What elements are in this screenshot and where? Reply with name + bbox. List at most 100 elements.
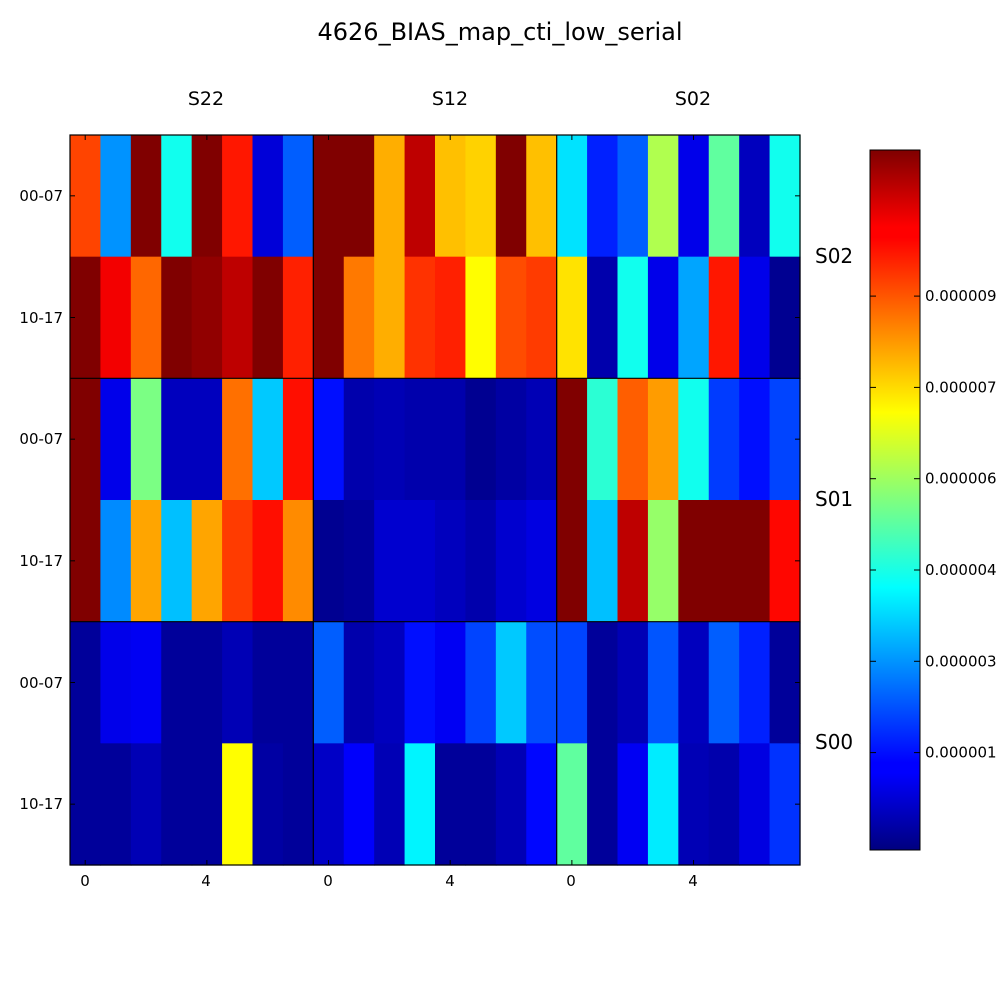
heatmap-cell	[343, 621, 375, 744]
panel-frames	[69, 134, 801, 866]
heatmap-cell	[465, 256, 497, 379]
heatmap-cell	[100, 621, 132, 744]
heatmap-cell	[100, 500, 132, 623]
heatmap-cell	[222, 500, 254, 623]
heatmap-cell	[191, 256, 223, 379]
heatmap-cell	[191, 500, 223, 623]
heatmap-cell	[739, 378, 771, 501]
heatmap-cell	[435, 500, 467, 623]
heatmap-cell	[617, 500, 649, 623]
heatmap-cell	[526, 378, 558, 501]
heatmap-cell	[100, 743, 132, 866]
heatmap-cell	[556, 500, 588, 623]
heatmap-cell	[252, 500, 284, 623]
heatmap-cell	[252, 256, 284, 379]
heatmap-cell	[495, 378, 527, 501]
heatmap-cell	[130, 378, 162, 501]
heatmap-cell	[739, 135, 771, 258]
row-group-label-s02: S02	[815, 244, 853, 268]
heatmap-cell	[161, 378, 193, 501]
heatmap-cell	[526, 743, 558, 866]
heatmap-cell	[130, 500, 162, 623]
chart-title: 4626_BIAS_map_cti_low_serial	[317, 18, 682, 46]
heatmap-cell	[343, 135, 375, 258]
heatmap-cell	[404, 135, 436, 258]
heatmap-cell	[222, 256, 254, 379]
col-tick-label-s22-4: 4	[201, 872, 211, 890]
col-tick-label-s02-4: 4	[688, 872, 698, 890]
heatmap-cell	[222, 743, 254, 866]
heatmap-cell	[739, 256, 771, 379]
heatmap-cell	[708, 135, 740, 258]
heatmap-cell	[435, 621, 467, 744]
heatmap-cell	[435, 135, 467, 258]
heatmap-cell	[100, 378, 132, 501]
heatmap-cell	[282, 135, 314, 258]
heatmap-cell	[739, 621, 771, 744]
heatmap-cell	[404, 743, 436, 866]
heatmap-cell	[495, 500, 527, 623]
heatmap-cell	[435, 378, 467, 501]
column-group-label-s22: S22	[188, 88, 224, 110]
heatmap-cell	[313, 378, 345, 501]
heatmap-cell	[161, 256, 193, 379]
heatmap-cell	[252, 378, 284, 501]
heatmap-cell	[374, 378, 406, 501]
heatmap-cell	[647, 500, 679, 623]
heatmap-cell	[282, 378, 314, 501]
heatmap-cell	[313, 743, 345, 866]
heatmap-cell	[708, 621, 740, 744]
heatmap-cell	[70, 500, 102, 623]
heatmap-cell	[435, 743, 467, 866]
heatmap-cell	[70, 621, 102, 744]
heatmap-cell	[556, 378, 588, 501]
heatmap-cell	[708, 743, 740, 866]
heatmap-cell	[222, 621, 254, 744]
heatmap-cells	[70, 135, 801, 866]
heatmap-cell	[313, 621, 345, 744]
colorbar-tick-label: 0.000003	[925, 652, 997, 670]
row-group-label-s00: S00	[815, 730, 853, 754]
heatmap-cell	[282, 743, 314, 866]
row-tick-label-s02-00-07: 00-07	[19, 187, 63, 205]
heatmap-cell	[678, 378, 710, 501]
heatmap-cell	[587, 500, 619, 623]
heatmap-cell	[495, 743, 527, 866]
heatmap-cell	[495, 256, 527, 379]
col-tick-label-s22-0: 0	[80, 872, 90, 890]
heatmap-cell	[191, 378, 223, 501]
heatmap-cell	[678, 500, 710, 623]
heatmap-cell	[647, 378, 679, 501]
heatmap-cell	[343, 743, 375, 866]
heatmap-cell	[70, 378, 102, 501]
heatmap-cell	[100, 135, 132, 258]
heatmap-cell	[343, 378, 375, 501]
heatmap-cell	[556, 135, 588, 258]
heatmap-cell	[313, 135, 345, 258]
row-tick-label-s01-10-17: 10-17	[19, 552, 63, 570]
column-group-label-s12: S12	[432, 88, 468, 110]
heatmap-cell	[404, 621, 436, 744]
heatmap-cell	[617, 621, 649, 744]
heatmap-cell	[161, 743, 193, 866]
heatmap-cell	[495, 135, 527, 258]
heatmap-cell	[161, 500, 193, 623]
col-tick-label-s12-4: 4	[445, 872, 455, 890]
heatmap-cell	[313, 256, 345, 379]
heatmap-cell	[587, 256, 619, 379]
heatmap-cell	[647, 621, 679, 744]
heatmap-cell	[374, 135, 406, 258]
heatmap-cell	[161, 135, 193, 258]
heatmap-cell	[465, 500, 497, 623]
heatmap-cell	[526, 621, 558, 744]
heatmap-cell	[556, 743, 588, 866]
heatmap-cell	[739, 500, 771, 623]
heatmap-cell	[708, 378, 740, 501]
heatmap-cell	[678, 743, 710, 866]
heatmap-cell	[70, 256, 102, 379]
heatmap-cell	[100, 256, 132, 379]
heatmap-cell	[647, 135, 679, 258]
row-tick-label-s02-10-17: 10-17	[19, 309, 63, 327]
heatmap-cell	[404, 256, 436, 379]
heatmap-cell	[222, 378, 254, 501]
